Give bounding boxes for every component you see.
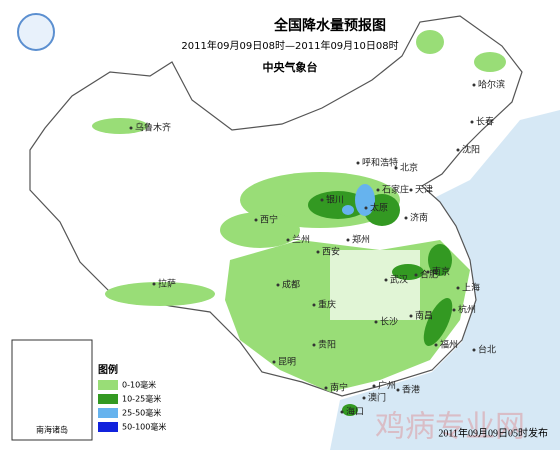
watermark: 鸡病专业网 [375, 410, 525, 445]
city-dot [152, 282, 156, 286]
city-dot [409, 188, 413, 192]
city-dot [372, 384, 376, 388]
city-dot [312, 343, 316, 347]
no-rain [330, 250, 420, 320]
legend: 图例 0-10毫米 10-25毫米 25-50毫米 50-100毫米 [98, 363, 166, 432]
legend-swatch [98, 422, 118, 432]
legend-swatch [98, 408, 118, 418]
city-label: 沈阳 [462, 144, 480, 156]
city-dot [376, 188, 380, 192]
city-dot [384, 278, 388, 282]
logo [17, 13, 55, 51]
sea [330, 110, 560, 450]
city-label: 澳门 [368, 392, 386, 404]
city-label: 贵阳 [318, 339, 336, 351]
city-dot [356, 161, 360, 165]
legend-label: 50-100毫米 [122, 422, 166, 432]
city-dot [409, 314, 413, 318]
city-label: 长春 [476, 116, 494, 128]
city-label: 呼和浩特 [362, 157, 398, 169]
city-dot [324, 386, 328, 390]
city-dot [456, 286, 460, 290]
city-dot [312, 303, 316, 307]
city-label: 重庆 [318, 299, 336, 311]
city-dot [362, 396, 366, 400]
city-label: 福州 [440, 339, 458, 351]
legend-swatch [98, 380, 118, 390]
city-label: 兰州 [292, 234, 310, 246]
city-label: 银川 [326, 194, 344, 206]
inset-box [11, 339, 93, 441]
inset-label: 南海诸岛 [36, 425, 68, 435]
city-label: 台北 [478, 344, 496, 356]
city-label: 海口 [346, 406, 364, 418]
legend-label: 0-10毫米 [122, 380, 156, 390]
city-label: 杭州 [458, 304, 476, 316]
city-dot [404, 216, 408, 220]
city-label: 乌鲁木齐 [135, 122, 171, 134]
legend-label: 25-50毫米 [122, 408, 161, 418]
rain-25-50 [342, 184, 375, 216]
city-dot [374, 320, 378, 324]
city-dot [452, 308, 456, 312]
city-label: 北京 [400, 162, 418, 174]
city-dot [276, 283, 280, 287]
title: 全国降水量预报图 [273, 17, 386, 34]
city-label: 郑州 [352, 234, 370, 246]
city-dot [472, 348, 476, 352]
city-dot [396, 388, 400, 392]
city-label: 武汉 [390, 274, 408, 286]
city-label: 上海 [462, 282, 480, 294]
city-dot [364, 206, 368, 210]
city-label: 济南 [410, 212, 428, 224]
issued: 2011年09月09日05时发布 [438, 426, 548, 439]
city-dot [316, 250, 320, 254]
city-dot [394, 166, 398, 170]
city-label: 长沙 [380, 316, 398, 328]
agency: 中央气象台 [263, 60, 318, 74]
city-label: 哈尔滨 [478, 79, 505, 91]
city-dot [286, 238, 290, 242]
city-label: 石家庄 [382, 184, 409, 196]
city-dot [470, 120, 474, 124]
city-dot [414, 273, 418, 277]
city-label: 太原 [370, 202, 388, 214]
city-label: 广州 [378, 380, 396, 392]
city-dot [320, 198, 324, 202]
city-label: 合肥 [420, 269, 438, 281]
city-label: 拉萨 [158, 278, 176, 290]
city-dot [472, 83, 476, 87]
city-dot [346, 238, 350, 242]
city-dot [272, 360, 276, 364]
city-label: 南宁 [330, 382, 348, 394]
city-dot [434, 343, 438, 347]
city-label: 昆明 [278, 357, 296, 368]
city-dot [426, 270, 430, 274]
city-label: 南京 [432, 266, 450, 278]
legend-label: 10-25毫米 [122, 394, 161, 404]
city-label: 成都 [282, 279, 300, 291]
city-label: 西安 [322, 246, 340, 258]
city-dot [456, 148, 460, 152]
city-label: 天津 [415, 185, 433, 196]
city-label: 南昌 [415, 310, 433, 322]
city-dot [340, 410, 344, 414]
city-dot [129, 126, 133, 130]
city-label: 西宁 [260, 214, 278, 226]
city-label: 香港 [402, 384, 420, 396]
legend-swatch [98, 394, 118, 404]
city-dot [254, 218, 258, 222]
period: 2011年09月09日08时—2011年09月10日08时 [181, 39, 398, 52]
legend-title: 图例 [98, 363, 118, 376]
